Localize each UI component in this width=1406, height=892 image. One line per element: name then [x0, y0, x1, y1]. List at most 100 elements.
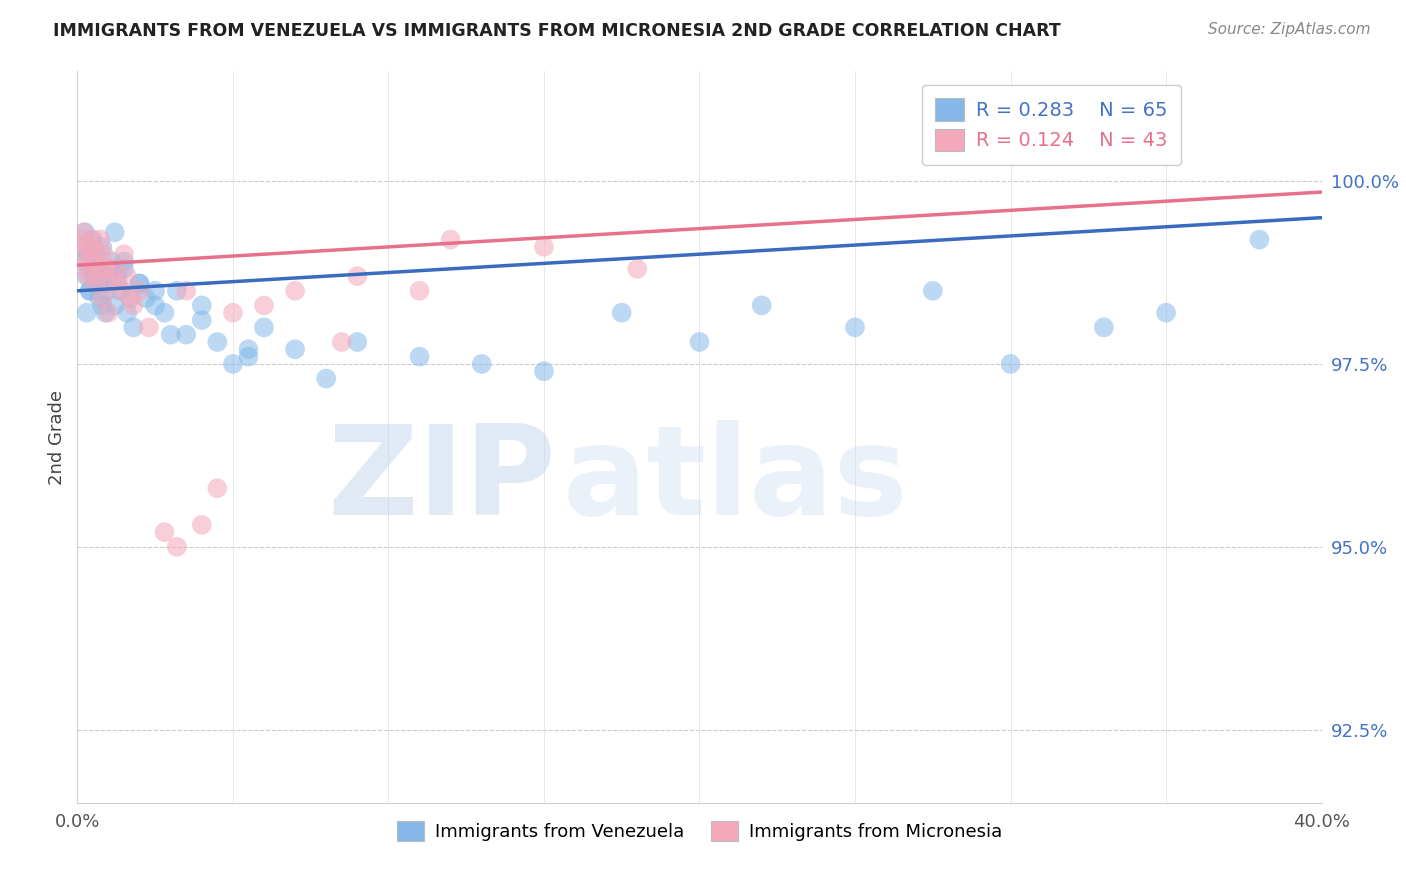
- Point: [115, 269, 138, 284]
- Point: [69, 233, 91, 247]
- Point: [1249, 233, 1271, 247]
- Point: [80, 240, 103, 254]
- Point: [346, 334, 368, 349]
- Point: [80, 233, 103, 247]
- Point: [315, 371, 337, 385]
- Text: Source: ZipAtlas.com: Source: ZipAtlas.com: [1208, 22, 1371, 37]
- Point: [107, 277, 129, 291]
- Point: [120, 291, 142, 305]
- Point: [97, 269, 120, 284]
- Point: [191, 517, 214, 532]
- Point: [284, 284, 307, 298]
- Y-axis label: 2nd Grade: 2nd Grade: [48, 390, 66, 484]
- Point: [94, 261, 117, 276]
- Point: [166, 284, 188, 298]
- Point: [533, 240, 555, 254]
- Point: [90, 233, 112, 247]
- Point: [207, 481, 229, 495]
- Point: [191, 298, 214, 312]
- Point: [110, 284, 132, 298]
- Point: [159, 327, 181, 342]
- Point: [174, 284, 197, 298]
- Point: [253, 320, 276, 334]
- Point: [153, 306, 176, 320]
- Point: [96, 261, 118, 276]
- Point: [82, 269, 104, 284]
- Point: [91, 298, 114, 312]
- Point: [110, 284, 132, 298]
- Point: [70, 247, 93, 261]
- Point: [143, 298, 166, 312]
- Text: IMMIGRANTS FROM VENEZUELA VS IMMIGRANTS FROM MICRONESIA 2ND GRADE CORRELATION CH: IMMIGRANTS FROM VENEZUELA VS IMMIGRANTS …: [53, 22, 1062, 40]
- Point: [79, 284, 101, 298]
- Point: [222, 357, 245, 371]
- Point: [96, 284, 118, 298]
- Point: [100, 277, 122, 291]
- Point: [79, 284, 101, 298]
- Point: [91, 240, 114, 254]
- Point: [97, 306, 120, 320]
- Point: [107, 269, 129, 284]
- Point: [84, 247, 107, 261]
- Point: [439, 233, 461, 247]
- Point: [844, 320, 866, 334]
- Point: [1000, 357, 1022, 371]
- Point: [222, 306, 245, 320]
- Point: [76, 269, 98, 284]
- Point: [112, 261, 135, 276]
- Point: [120, 291, 142, 305]
- Point: [91, 291, 114, 305]
- Point: [104, 298, 127, 312]
- Point: [921, 284, 943, 298]
- Point: [70, 240, 93, 254]
- Point: [77, 269, 100, 284]
- Point: [82, 233, 104, 247]
- Point: [82, 261, 104, 276]
- Point: [153, 525, 176, 540]
- Point: [284, 343, 307, 357]
- Point: [533, 364, 555, 378]
- Point: [166, 540, 188, 554]
- Point: [128, 284, 150, 298]
- Point: [207, 334, 229, 349]
- Point: [238, 350, 260, 364]
- Point: [76, 306, 98, 320]
- Point: [83, 240, 105, 254]
- Point: [346, 269, 368, 284]
- Point: [1154, 306, 1177, 320]
- Point: [135, 291, 157, 305]
- Legend: Immigrants from Venezuela, Immigrants from Micronesia: Immigrants from Venezuela, Immigrants fr…: [389, 814, 1010, 848]
- Point: [112, 247, 135, 261]
- Point: [408, 350, 430, 364]
- Point: [72, 225, 94, 239]
- Point: [72, 254, 94, 268]
- Point: [610, 306, 633, 320]
- Point: [689, 334, 711, 349]
- Point: [104, 261, 127, 276]
- Point: [90, 269, 112, 284]
- Point: [143, 284, 166, 298]
- Point: [191, 313, 214, 327]
- Point: [86, 269, 108, 284]
- Point: [87, 247, 110, 261]
- Point: [238, 343, 260, 357]
- Point: [138, 320, 160, 334]
- Point: [93, 247, 115, 261]
- Point: [84, 277, 107, 291]
- Point: [128, 277, 150, 291]
- Text: atlas: atlas: [562, 420, 908, 541]
- Point: [330, 334, 353, 349]
- Point: [626, 261, 648, 276]
- Point: [751, 298, 773, 312]
- Point: [122, 320, 145, 334]
- Point: [86, 261, 108, 276]
- Point: [77, 247, 100, 261]
- Point: [100, 254, 122, 268]
- Point: [471, 357, 494, 371]
- Point: [93, 277, 115, 291]
- Point: [87, 291, 110, 305]
- Point: [76, 240, 98, 254]
- Text: ZIP: ZIP: [328, 420, 557, 541]
- Point: [408, 284, 430, 298]
- Point: [174, 327, 197, 342]
